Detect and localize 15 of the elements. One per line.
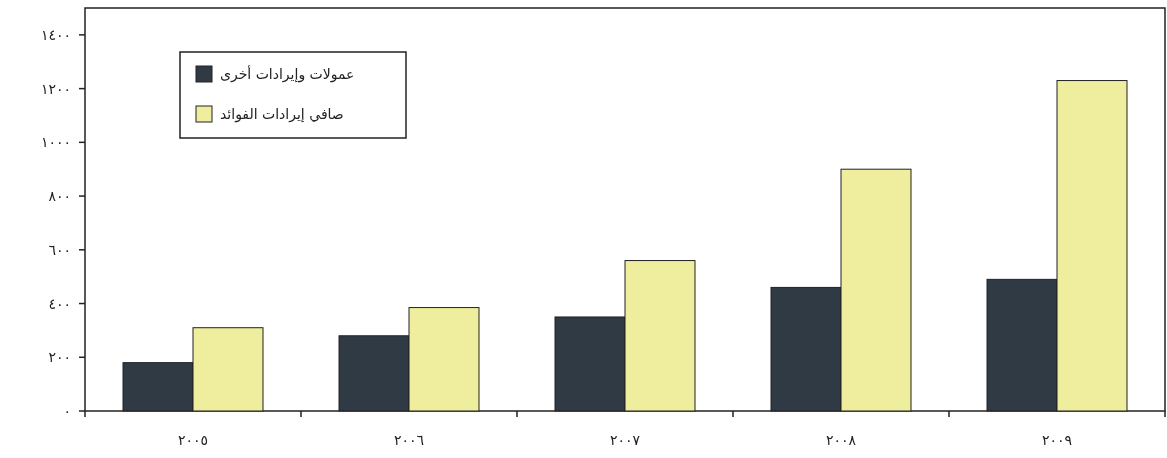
y-tick-label: ٨٠٠ <box>48 188 71 205</box>
y-tick-label: ٢٠٠ <box>48 349 71 366</box>
x-tick-label: ٢٠٠٩ <box>1041 432 1073 448</box>
x-tick-label: ٢٠٠٨ <box>825 432 857 448</box>
x-tick-label: ٢٠٠٥ <box>177 432 209 448</box>
y-tick-label: ٦٠٠ <box>48 241 71 258</box>
x-tick-label: ٢٠٠٧ <box>609 432 641 448</box>
y-tick-label: ١٠٠٠ <box>40 134 71 151</box>
y-tick-label: ١٤٠٠ <box>40 26 71 43</box>
x-tick-label: ٢٠٠٦ <box>393 432 425 448</box>
y-tick-label: ١٢٠٠ <box>40 80 71 97</box>
legend-label: صافي إيرادات الفوائد <box>220 106 344 123</box>
y-tick-label: ٠ <box>63 403 71 419</box>
legend-label: عمولات وإيرادات أخرى <box>220 65 355 83</box>
y-tick-label: ٤٠٠ <box>48 295 71 312</box>
